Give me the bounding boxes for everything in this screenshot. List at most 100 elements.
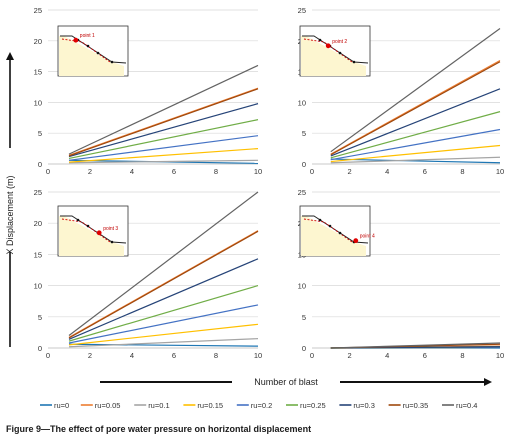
series-line-ru-0_1 (68, 338, 259, 348)
y-tick-label: 20 (34, 219, 42, 228)
y-tick-label: 5 (38, 129, 42, 138)
x-tick-label: 2 (88, 351, 92, 360)
inset-monitor-point (325, 43, 331, 49)
y-tick-label: 0 (302, 160, 306, 169)
series-line-ru-0_2 (68, 304, 259, 344)
legend-item-ru-0_1: ru=0.1 (134, 401, 170, 410)
series-line-ru-0_2 (68, 135, 259, 161)
series-line-ru-0_35 (68, 88, 259, 157)
figure-caption: Figure 9—The effect of pore water pressu… (6, 424, 312, 434)
inset-point-label: point 4 (360, 234, 375, 240)
inset-slip-surface (61, 38, 111, 63)
x-tick-label: 0 (46, 167, 50, 176)
inset-monitor-point (353, 238, 359, 244)
inset-point-label: point 3 (103, 226, 118, 232)
inset-bench-marker (86, 224, 90, 228)
inset-bench-marker (76, 218, 80, 222)
x-tick-label: 4 (130, 351, 134, 360)
legend: ru=0 ru=0.05 ru=0.1 ru=0.15 ru=0.2 ru=0.25 ru=… (40, 401, 477, 410)
inset-bench-marker (318, 218, 322, 222)
legend-label: ru=0.4 (456, 401, 477, 410)
y-tick-label: 10 (34, 282, 42, 291)
x-tick-label: 2 (348, 351, 352, 360)
series-line-ru-0_15 (68, 323, 259, 346)
series-line-ru-0_1 (68, 159, 259, 164)
series-line-ru-0_35 (68, 230, 259, 339)
inset-point-label: point 2 (332, 39, 347, 45)
series-line-ru-0_25 (68, 285, 259, 342)
x-tick-label: 0 (46, 351, 50, 360)
series-line-ru-0_3 (330, 88, 501, 157)
y-tick-label: 0 (38, 160, 42, 169)
y-tick-label: 5 (302, 313, 306, 322)
inset-point-label: point 1 (80, 33, 95, 39)
x-tick-label: 8 (214, 351, 218, 360)
y-axis-label: X Displacement (m) (5, 175, 15, 254)
series-line-ru-0_25 (68, 119, 259, 160)
y-tick-label: 25 (298, 6, 306, 15)
x-tick-label: 2 (88, 167, 92, 176)
series-line-ru-0_4 (68, 191, 259, 336)
inset-slope-fill (59, 216, 124, 256)
chart-top-left: 0 5 10 15 20 25 0 2 4 6 8 10 point 1 (34, 6, 263, 176)
inset-bench-marker (86, 44, 90, 48)
y-tick-label: 25 (298, 188, 306, 197)
inset-slip-surface (61, 218, 111, 243)
legend-item-ru-0_3: ru=0.3 (339, 401, 375, 410)
y-tick-label: 5 (302, 129, 306, 138)
legend-label: ru=0 (54, 401, 69, 410)
y-tick-label: 10 (34, 98, 42, 107)
legend-label: ru=0.2 (251, 401, 272, 410)
inset-slope-diagram: point 2 (299, 25, 371, 77)
inset-bench-marker (328, 224, 332, 228)
inset-slope-fill (301, 216, 366, 256)
series-line-ru-0_4 (68, 64, 259, 155)
series-line-ru-0_4 (330, 342, 501, 349)
y-tick-label: 25 (34, 188, 42, 197)
inset-slope-fill (59, 36, 124, 76)
y-tick-label: 10 (298, 98, 306, 107)
legend-item-ru-0_4: ru=0.4 (442, 401, 477, 410)
inset-bench-marker (338, 51, 342, 55)
y-tick-label: 15 (34, 68, 42, 77)
series-line-ru-0_3 (68, 103, 259, 158)
series-line-ru-0_25 (330, 111, 501, 159)
x-tick-label: 2 (348, 167, 352, 176)
x-tick-label: 4 (130, 167, 134, 176)
x-tick-label: 6 (172, 351, 176, 360)
inset-monitor-point (73, 37, 79, 43)
y-tick-label: 15 (34, 250, 42, 259)
x-tick-label: 8 (460, 351, 464, 360)
x-tick-label: 6 (423, 167, 427, 176)
inset-bench-marker (96, 51, 100, 55)
y-tick-label: 0 (38, 344, 42, 353)
legend-item-ru-0_05: ru=0.05 (80, 401, 120, 410)
inset-bench-marker (352, 60, 356, 64)
x-tick-label: 4 (385, 167, 389, 176)
legend-item-ru-0_25: ru=0.25 (286, 401, 326, 410)
y-tick-label: 10 (298, 282, 306, 291)
inset-bench-marker (338, 231, 342, 235)
y-tick-label: 5 (38, 313, 42, 322)
series-line-ru-0 (330, 158, 501, 164)
y-tick-label: 25 (34, 6, 42, 15)
legend-label: ru=0.35 (403, 401, 429, 410)
series-line-ru-0_15 (68, 148, 259, 163)
legend-label: ru=0.25 (300, 401, 326, 410)
x-axis-label: Number of blast (254, 377, 318, 387)
x-tick-label: 10 (254, 167, 262, 176)
legend-item-ru-0_2: ru=0.2 (236, 401, 272, 410)
y-tick-label: 0 (302, 344, 306, 353)
series-line-ru-0_15 (330, 144, 501, 163)
series-line-ru-0_05 (330, 59, 501, 155)
x-tick-label: 10 (496, 167, 504, 176)
series-line-ru-0_35 (330, 61, 501, 156)
inset-slip-surface (303, 218, 353, 243)
legend-label: ru=0.1 (148, 401, 169, 410)
inset-slope-diagram: point 3 (57, 205, 129, 257)
legend-label: ru=0.15 (197, 401, 223, 410)
inset-slope-fill (301, 36, 366, 76)
